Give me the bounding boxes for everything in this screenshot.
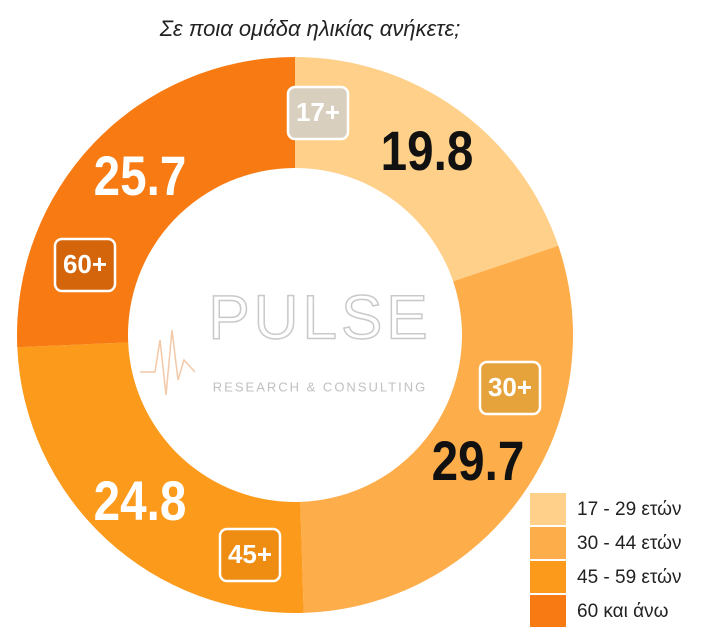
legend-swatch	[530, 527, 566, 559]
value-label: 25.7	[94, 145, 187, 207]
chart-title: Σε ποια ομάδα ηλικίας ανήκετε;	[159, 16, 461, 41]
watermark-sub: RESEARCH & CONSULTING	[213, 379, 427, 394]
age-badge	[478, 360, 542, 416]
legend-swatch	[530, 561, 566, 593]
legend-swatch	[530, 595, 566, 627]
legend-swatch	[530, 493, 566, 525]
watermark-pulse	[140, 329, 196, 396]
legend-label: 60 και άνω	[577, 601, 669, 622]
value-label: 29.7	[432, 430, 525, 492]
age-badge-label: 17+	[296, 97, 340, 127]
value-label: 24.8	[94, 470, 187, 532]
age-badge	[286, 85, 350, 141]
age-badge-label: 30+	[488, 372, 532, 402]
value-label: 19.8	[381, 120, 474, 182]
legend-label: 30 - 44 ετών	[577, 533, 681, 554]
watermark: PULSE	[208, 283, 431, 352]
donut-slice	[300, 245, 574, 613]
age-badge-label: 60+	[63, 249, 107, 279]
age-badge	[218, 527, 282, 583]
legend-label: 45 - 59 ετών	[577, 567, 681, 588]
donut-slice	[295, 57, 559, 282]
age-badge-label: 45+	[228, 539, 272, 569]
age-badge	[53, 237, 117, 293]
legend-label: 17 - 29 ετών	[577, 499, 681, 520]
